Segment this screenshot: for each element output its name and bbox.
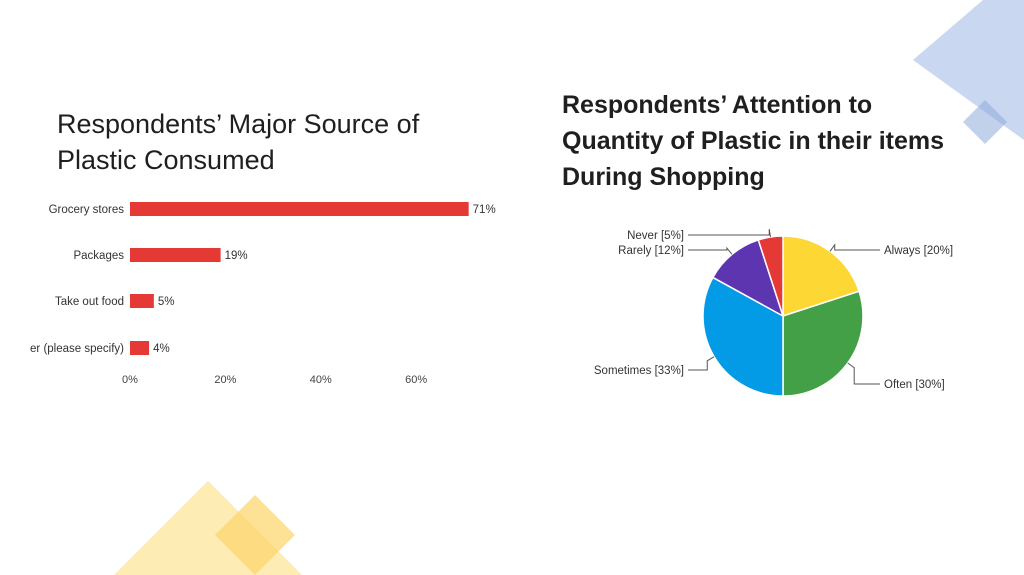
pie-slice — [782, 290, 864, 397]
right-title-line-2: Quantity of Plastic in their items — [562, 127, 945, 155]
pie-chart: Always [20%] Often [30%] Sometimes [33%] Ra… — [594, 229, 953, 397]
right-chart-title: Respondents’ Attention to Quantity of Pl… — [562, 87, 982, 195]
bar — [130, 248, 221, 262]
left-title-line-1: Respondents’ Major Source of — [57, 109, 420, 139]
pie-leader-line — [688, 356, 715, 371]
category-label: Packages — [73, 250, 124, 262]
pie-slice-label: Never [5%] — [627, 230, 684, 242]
pie-slice-label: Sometimes [33%] — [594, 365, 684, 377]
deco-yellow-diamond-small — [215, 495, 295, 575]
bar — [130, 202, 469, 216]
pie-slice-label: Rarely [12%] — [618, 245, 684, 257]
bar-value-label: 5% — [158, 296, 175, 308]
pie-slice — [757, 235, 784, 317]
pie-slice — [711, 238, 785, 318]
left-title-line-2: Plastic Consumed — [57, 145, 275, 175]
bar — [130, 294, 154, 308]
pie-leader-line — [688, 229, 771, 238]
pie-slice — [702, 276, 784, 397]
pie-leader-line — [829, 243, 880, 252]
x-tick-label: 40% — [310, 374, 332, 386]
x-tick-label: 0% — [122, 374, 138, 386]
pie-leader-line — [688, 246, 733, 255]
deco-blue-diamond-small — [963, 100, 1007, 144]
bar-value-label: 4% — [153, 343, 170, 355]
x-tick-label: 20% — [214, 374, 236, 386]
bar-chart: Grocery stores 71% Packages 19% Take out foo… — [30, 202, 496, 386]
deco-blue-diamond-large — [913, 0, 1024, 140]
category-label: Other (please specify) — [30, 343, 124, 355]
left-chart-title: Respondents’ Major Source of Plastic Con… — [57, 106, 477, 178]
pie-slice-label: Always [20%] — [884, 245, 953, 257]
bar-value-label: 19% — [225, 250, 248, 262]
right-title-line-1: Respondents’ Attention to — [562, 91, 873, 119]
pie-leader-line — [847, 362, 880, 385]
bar — [130, 341, 150, 355]
right-title-line-3: During Shopping — [562, 163, 765, 191]
category-label: Take out food — [55, 296, 124, 308]
category-label: Grocery stores — [49, 204, 125, 216]
pie-slice-label: Often [30%] — [884, 379, 945, 391]
x-tick-label: 60% — [405, 374, 427, 386]
bar-value-label: 71% — [473, 204, 496, 216]
